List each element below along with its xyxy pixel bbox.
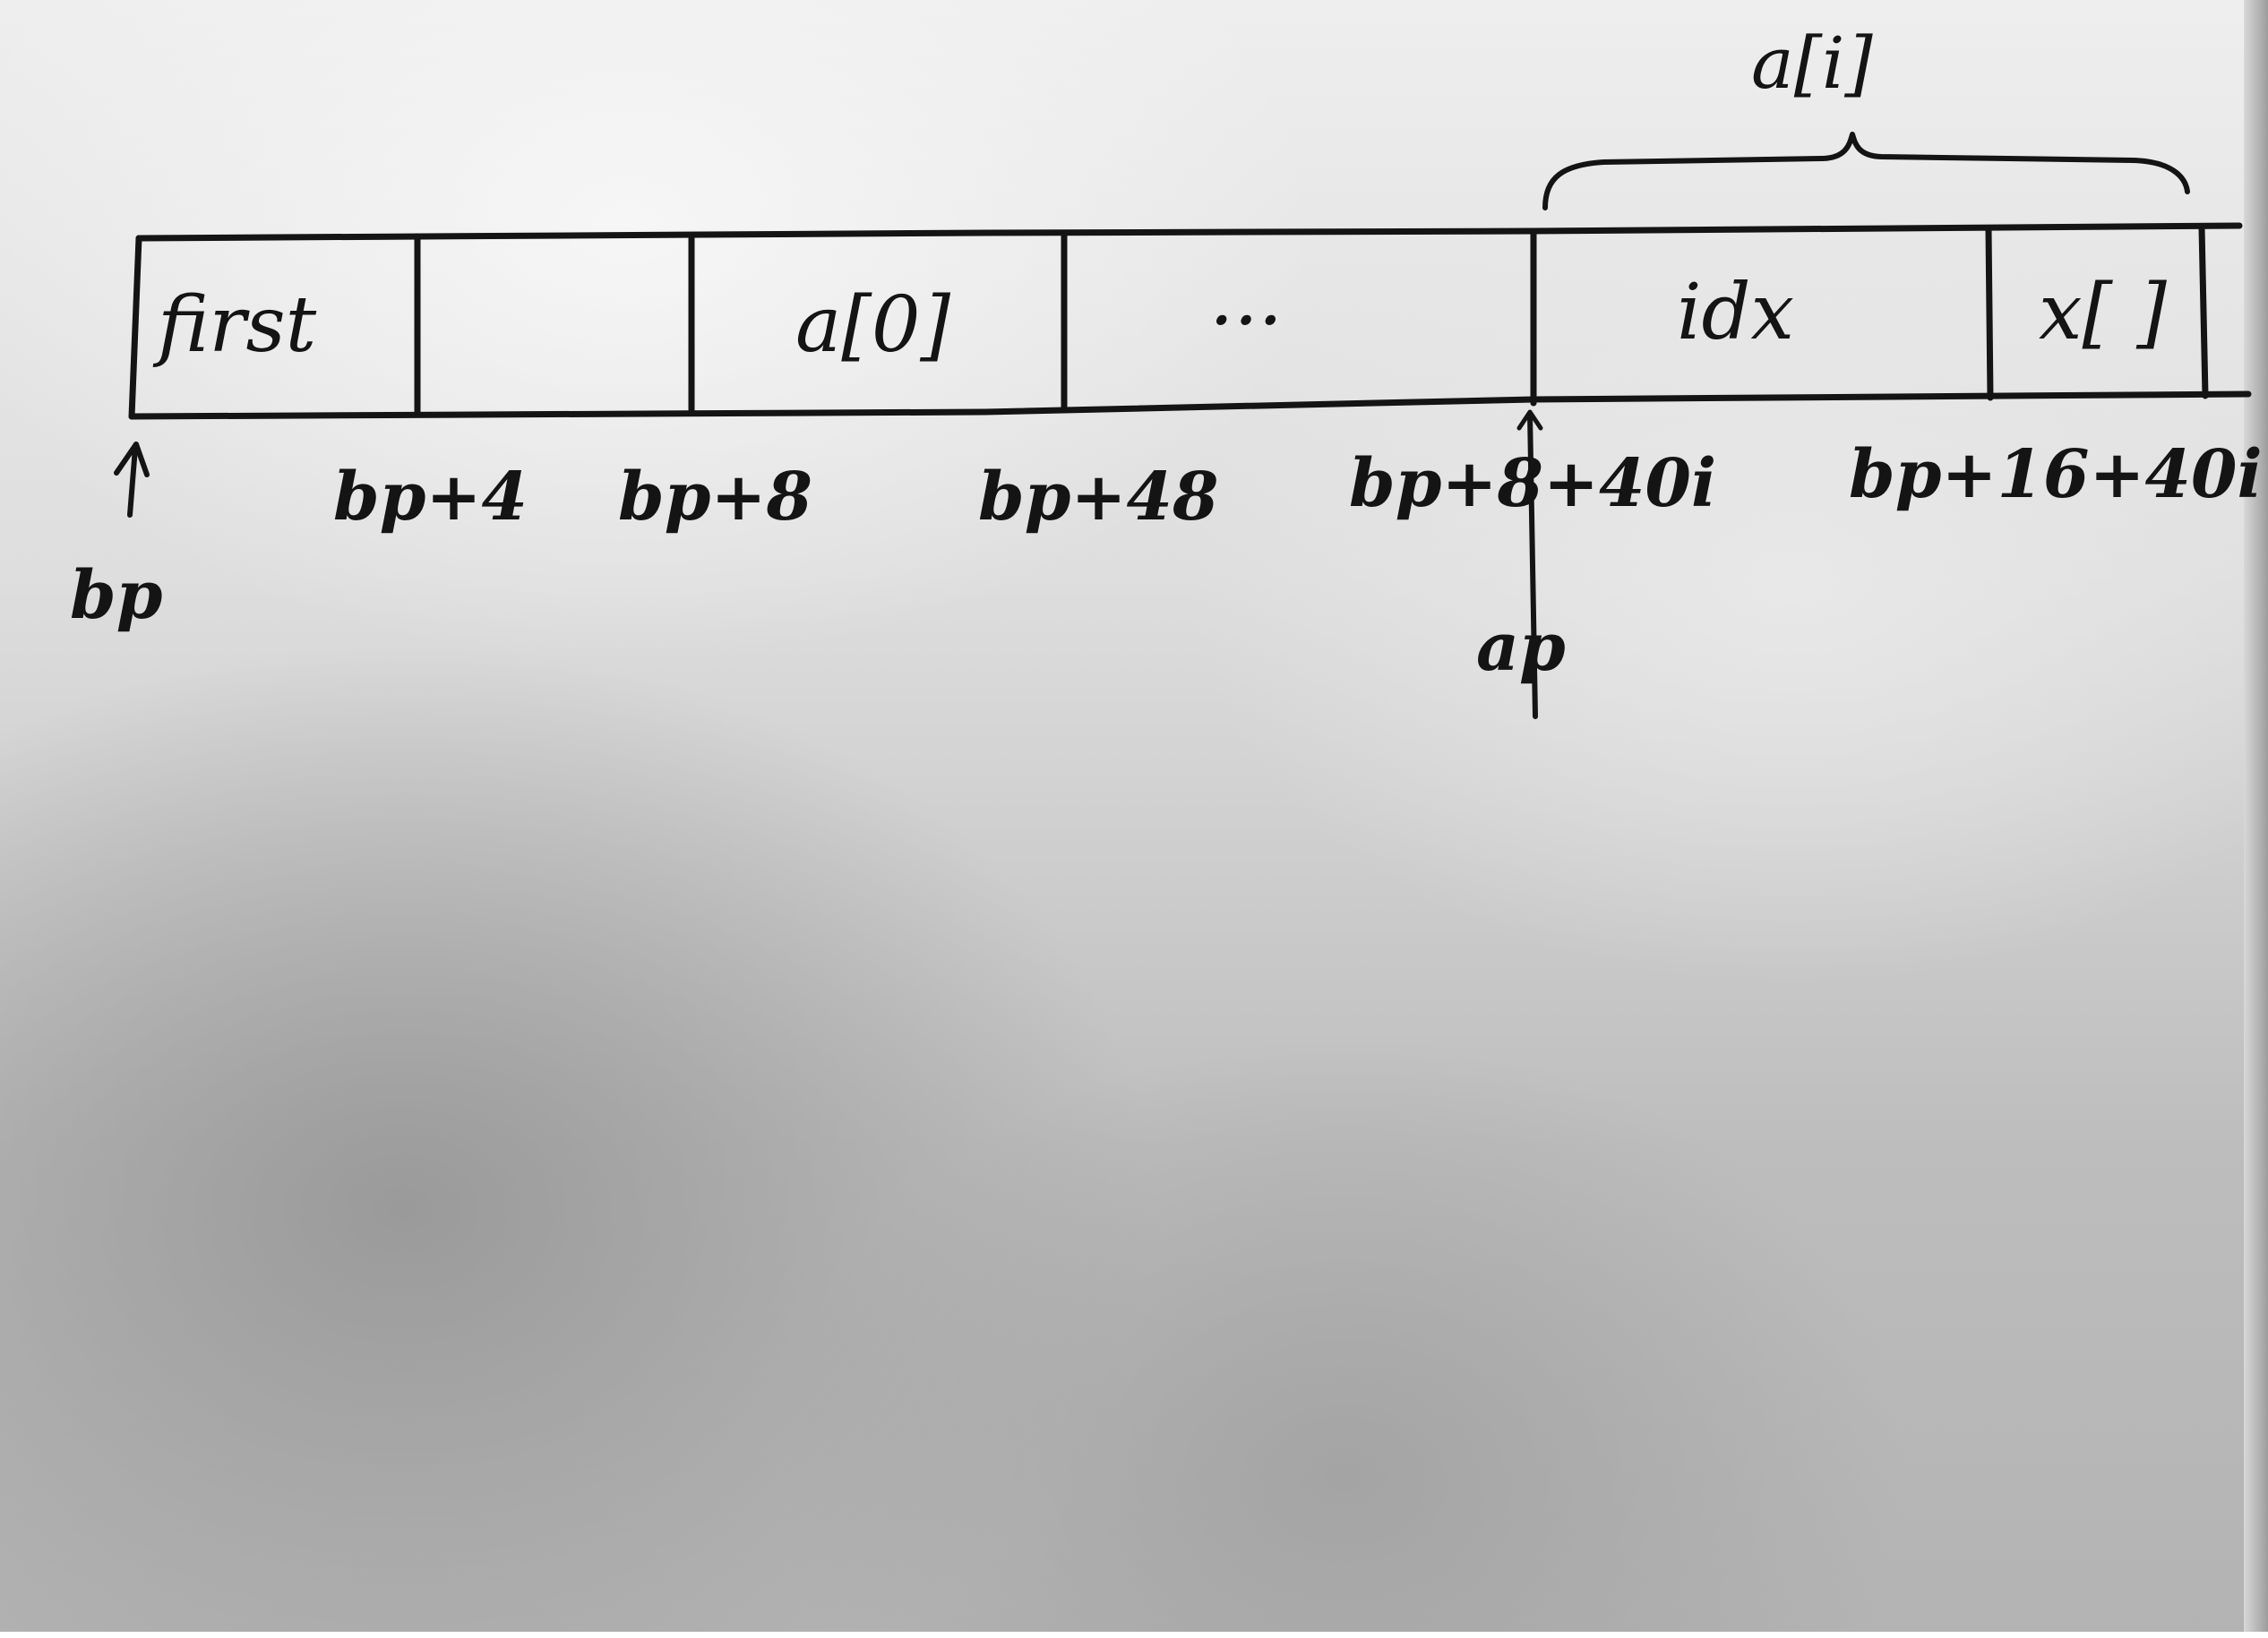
strip-bottom-line (128, 390, 2252, 420)
strip-left-edge (128, 235, 142, 420)
brace-a-i (1542, 132, 2190, 210)
divider-bp16-40i (1985, 226, 1994, 401)
addr-bp-4: bp+4 (333, 459, 528, 536)
addr-bp-48: bp+48 (978, 459, 1218, 536)
addr-ap: ap (1476, 609, 1566, 686)
ap-arrow-head (1516, 409, 1543, 431)
memory-strip (128, 222, 2252, 420)
cell-first-label: first (152, 280, 317, 370)
cell-a0-label: a[0] (795, 280, 951, 370)
strip-right-edge (2198, 224, 2209, 399)
addr-bp: bp (70, 557, 162, 634)
cell-idx-label: idx (1677, 268, 1794, 357)
strip-top-line (135, 222, 2243, 242)
addr-bp-8: bp+8 (618, 459, 812, 536)
addr-bp-16-40i: bp+16+40i (1849, 436, 2263, 513)
paper-edge (2244, 0, 2268, 1638)
brace-label: a[i] (1751, 21, 1873, 105)
bp-arrow-shaft (127, 445, 138, 518)
cell-x-label: x[ ] (2039, 268, 2167, 357)
cell-ellipsis-label: ... (1209, 253, 1283, 343)
ap-arrow-shaft (1527, 411, 1538, 719)
bp-arrow-head (114, 442, 150, 477)
image-bottom-border (0, 1632, 2268, 1638)
